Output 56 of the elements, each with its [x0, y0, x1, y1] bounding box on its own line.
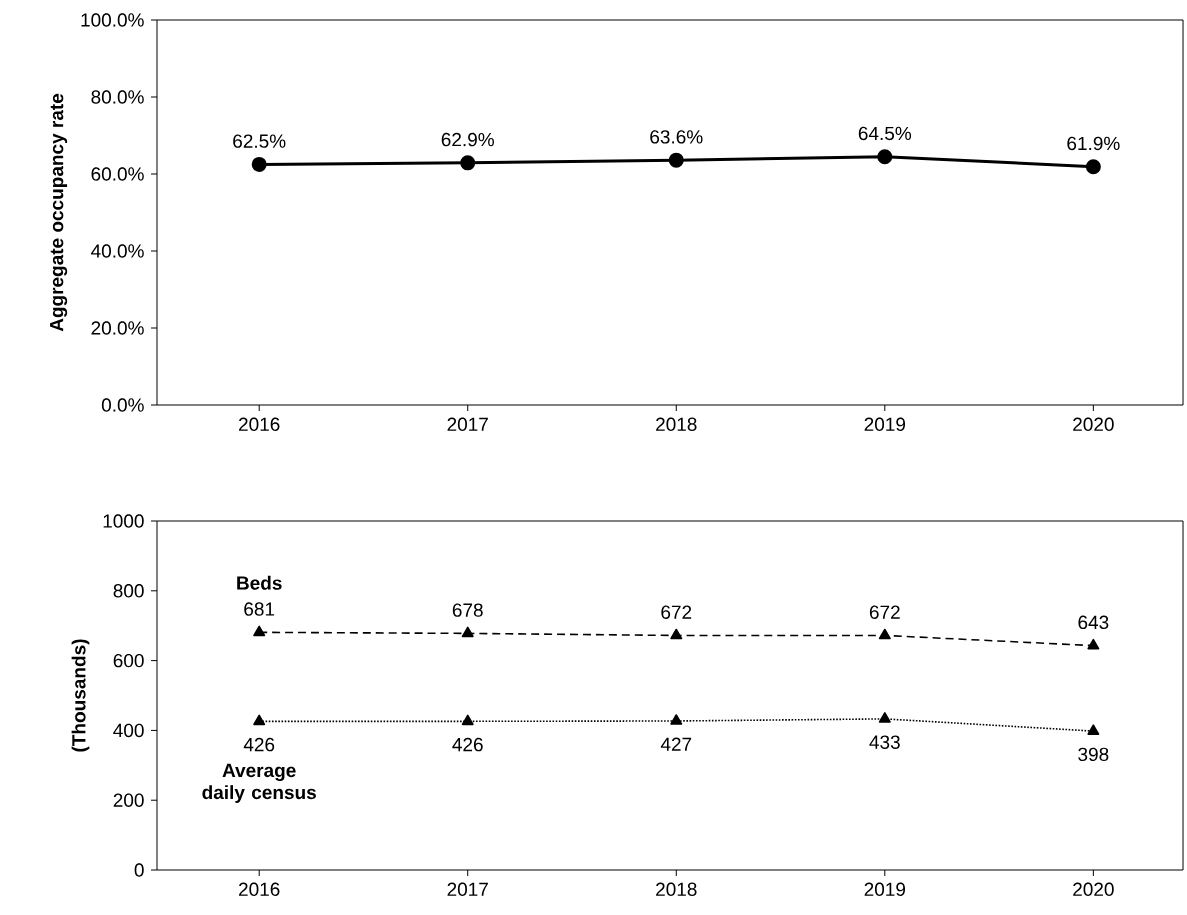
point: [1085, 159, 1101, 175]
data-label: 62.9%: [441, 132, 494, 147]
x-tick-label: 2017: [447, 417, 488, 431]
data-label: 398: [1078, 747, 1109, 762]
data-label: 681: [244, 602, 275, 616]
data-label: 63.6%: [650, 130, 703, 144]
x-tick-label: 2020: [1073, 882, 1114, 896]
x-tick-label: 2016: [239, 882, 280, 896]
y-tick-label: 60.0%: [91, 167, 144, 181]
point: [251, 156, 267, 172]
y-tick-label: 1000: [103, 514, 144, 528]
y-tick-label: 600: [113, 653, 144, 668]
point: [670, 628, 683, 640]
point: [670, 714, 683, 725]
data-label: 61.9%: [1067, 136, 1120, 151]
point: [461, 626, 474, 638]
y-axis-title: Aggregate occupancy rate: [50, 93, 68, 332]
text: Beds: [237, 575, 282, 590]
y-tick-label: 400: [113, 723, 144, 738]
data-label: 433: [869, 735, 900, 749]
data-label: 426: [243, 737, 275, 752]
point: [878, 628, 891, 640]
x-tick-label: 2018: [656, 882, 697, 896]
point: [878, 712, 891, 723]
point: [668, 152, 684, 168]
y-tick-label: 0.0%: [101, 398, 144, 412]
data-label: 427: [660, 737, 692, 751]
y-axis-title: (Thousands): [71, 639, 90, 752]
data-label: 672: [869, 605, 900, 619]
point: [1087, 724, 1100, 735]
point: [253, 625, 266, 637]
data-label: 643: [1078, 615, 1109, 630]
text: Average daily census: [202, 763, 316, 803]
data-label: 426: [452, 737, 483, 752]
y-tick-label: 40.0%: [91, 244, 144, 258]
x-tick-label: 2019: [864, 417, 906, 431]
x-tick-label: 2016: [239, 417, 280, 431]
point: [253, 714, 266, 726]
y-tick-label: 100.0%: [81, 13, 144, 27]
y-tick-label: 80.0%: [91, 90, 144, 104]
point: [1087, 638, 1100, 650]
y-tick-label: 800: [113, 584, 144, 598]
data-label: 678: [452, 603, 483, 617]
y-tick-label: 20.0%: [91, 321, 144, 335]
y-tick-label: 0: [134, 863, 144, 877]
x-tick-label: 2018: [656, 417, 697, 431]
x-tick-label: 2020: [1073, 417, 1114, 431]
x-tick-label: 2019: [864, 882, 906, 896]
y-tick-label: 200: [113, 793, 144, 807]
data-label: 62.5%: [233, 134, 286, 148]
point: [461, 714, 474, 726]
data-label: 672: [661, 605, 692, 619]
point: [877, 149, 893, 165]
x-tick-label: 2017: [447, 882, 488, 896]
data-label: 64.5%: [858, 126, 912, 141]
point: [460, 155, 476, 171]
